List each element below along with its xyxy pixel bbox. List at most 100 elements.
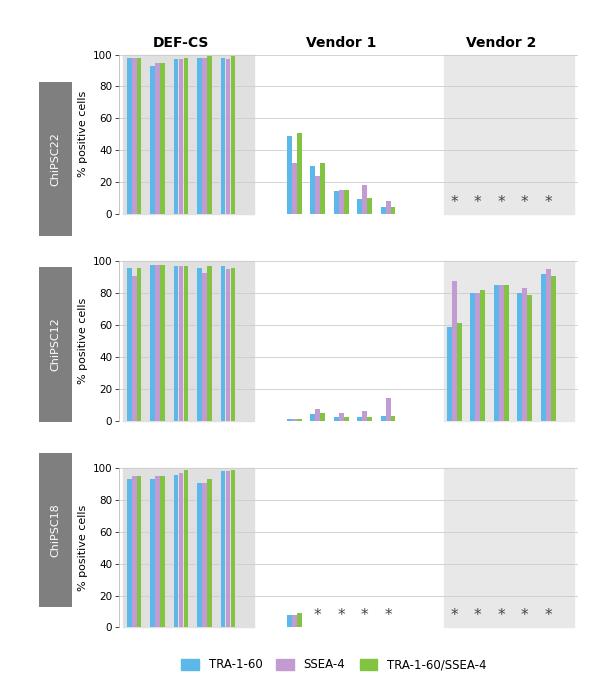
Bar: [231, 268, 235, 421]
Bar: [367, 417, 372, 421]
Bar: [517, 293, 522, 421]
Bar: [315, 409, 320, 421]
Bar: [315, 175, 320, 213]
Text: Vendor 1: Vendor 1: [306, 35, 377, 50]
Bar: [499, 285, 504, 421]
Bar: [344, 190, 349, 213]
Text: *: *: [474, 608, 482, 623]
Bar: [358, 199, 362, 213]
Bar: [527, 295, 532, 421]
Bar: [155, 265, 160, 421]
Bar: [334, 417, 339, 421]
Bar: [320, 413, 325, 421]
Bar: [386, 201, 390, 213]
Legend: TRA-1-60, SSEA-4, TRA-1-60/SSEA-4: TRA-1-60, SSEA-4, TRA-1-60/SSEA-4: [176, 653, 491, 676]
Bar: [155, 63, 160, 213]
Bar: [136, 58, 141, 213]
Bar: [136, 268, 141, 421]
Bar: [179, 473, 184, 627]
Bar: [292, 614, 297, 627]
Bar: [297, 132, 302, 213]
Text: DEF-CS: DEF-CS: [153, 35, 209, 50]
Bar: [287, 419, 291, 421]
Text: *: *: [337, 608, 345, 623]
Bar: [184, 266, 188, 421]
Bar: [207, 479, 212, 627]
Bar: [358, 417, 362, 421]
Bar: [447, 327, 452, 421]
Bar: [202, 273, 207, 421]
Bar: [226, 59, 231, 213]
Bar: [334, 192, 339, 213]
Bar: [551, 276, 555, 421]
Bar: [297, 613, 302, 627]
Bar: [127, 479, 132, 627]
Bar: [226, 471, 231, 627]
Bar: [132, 276, 136, 421]
Bar: [311, 414, 315, 421]
Bar: [207, 266, 212, 421]
Bar: [155, 476, 160, 627]
Text: *: *: [451, 195, 458, 209]
Bar: [221, 58, 225, 213]
Bar: [476, 293, 480, 421]
Bar: [284, 55, 414, 213]
Text: *: *: [544, 195, 552, 209]
Text: *: *: [361, 608, 368, 623]
Bar: [123, 261, 254, 421]
Bar: [174, 475, 178, 627]
Bar: [287, 136, 291, 213]
Bar: [207, 56, 212, 213]
Bar: [127, 268, 132, 421]
Bar: [197, 483, 202, 627]
Text: *: *: [498, 608, 505, 623]
Bar: [160, 476, 165, 627]
Text: ChiPSC12: ChiPSC12: [50, 318, 60, 371]
Text: *: *: [451, 608, 458, 623]
Bar: [221, 471, 225, 627]
Bar: [443, 261, 574, 421]
Bar: [184, 470, 188, 627]
Bar: [480, 290, 485, 421]
Text: *: *: [474, 195, 482, 209]
Text: ChiPSC18: ChiPSC18: [50, 503, 60, 557]
Bar: [386, 398, 390, 421]
Y-axis label: % positive cells: % positive cells: [79, 298, 88, 384]
Bar: [391, 207, 396, 213]
Text: *: *: [384, 608, 392, 623]
Bar: [522, 288, 527, 421]
Bar: [292, 419, 297, 421]
Bar: [443, 469, 574, 627]
Bar: [184, 58, 188, 213]
Bar: [197, 58, 202, 213]
Text: *: *: [544, 608, 552, 623]
Bar: [123, 55, 254, 213]
Bar: [292, 163, 297, 213]
Bar: [287, 614, 291, 627]
Bar: [391, 416, 396, 421]
Bar: [202, 483, 207, 627]
Bar: [127, 58, 132, 213]
Bar: [494, 285, 499, 421]
Text: Vendor 2: Vendor 2: [466, 35, 536, 50]
Bar: [174, 266, 178, 421]
Bar: [174, 59, 178, 213]
Text: *: *: [498, 195, 505, 209]
Bar: [132, 476, 136, 627]
Text: *: *: [521, 195, 529, 209]
Bar: [381, 416, 386, 421]
Bar: [179, 59, 184, 213]
Bar: [231, 470, 235, 627]
Bar: [284, 261, 414, 421]
Bar: [362, 185, 367, 213]
Bar: [202, 58, 207, 213]
Bar: [284, 469, 414, 627]
Bar: [136, 476, 141, 627]
Bar: [470, 293, 475, 421]
Bar: [160, 265, 165, 421]
Bar: [132, 58, 136, 213]
Bar: [381, 207, 386, 213]
Bar: [231, 56, 235, 213]
Bar: [344, 417, 349, 421]
Bar: [457, 323, 462, 421]
